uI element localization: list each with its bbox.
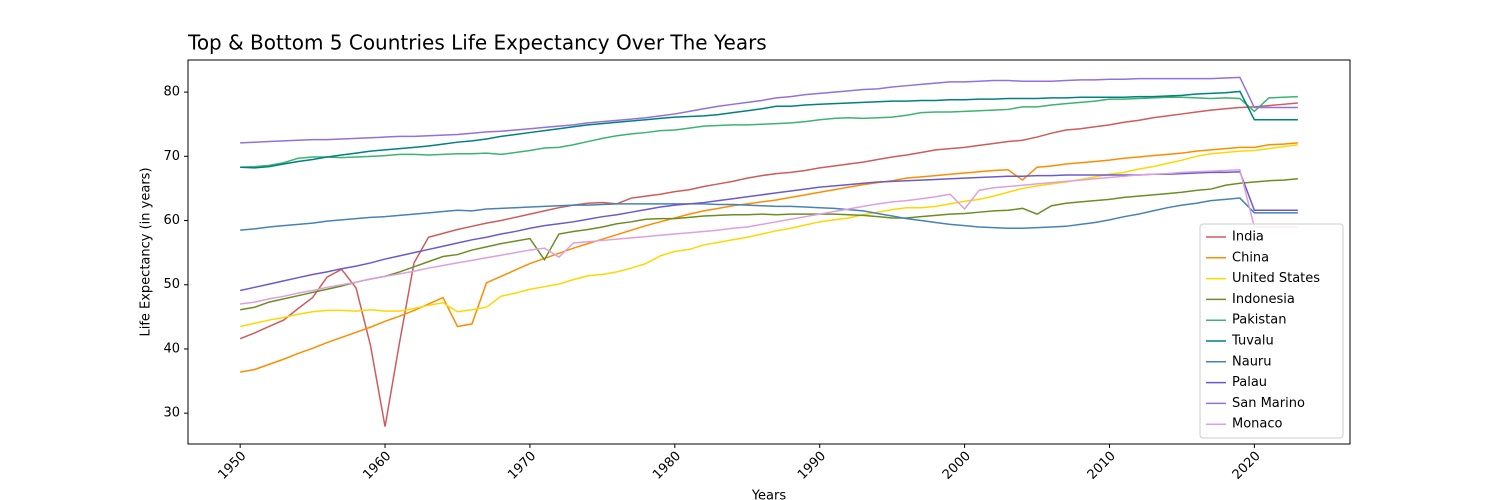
- x-tick-label: 1950: [215, 449, 249, 483]
- x-tick-label: 2000: [940, 449, 974, 483]
- y-tick-label: 80: [163, 85, 180, 100]
- x-tick-label: 2010: [1085, 449, 1119, 483]
- series-line: [240, 142, 1298, 373]
- series-line: [240, 76, 1298, 144]
- chart-title: Top & Bottom 5 Countries Life Expectancy…: [187, 31, 767, 55]
- legend-label: India: [1232, 230, 1264, 245]
- legend: India China United States Indonesia Pakistan…: [1199, 223, 1344, 439]
- y-tick-label: 50: [163, 277, 180, 292]
- series-line: [240, 90, 1298, 169]
- series-line: [240, 197, 1298, 231]
- x-tick-label: 2020: [1230, 449, 1264, 483]
- legend-label: Pakistan: [1232, 313, 1286, 328]
- series-line: [239, 170, 1298, 292]
- y-axis-label: Life Expectancy (in years): [139, 167, 154, 336]
- series-line: [240, 178, 1298, 311]
- legend-label: Palau: [1232, 375, 1267, 390]
- x-tick-label: 1970: [505, 449, 539, 483]
- legend-label: Nauru: [1232, 354, 1272, 369]
- legend-label: Tuvalu: [1231, 334, 1274, 349]
- series-line: [239, 102, 1298, 427]
- y-tick-label: 70: [163, 149, 180, 164]
- series-line: [239, 144, 1298, 328]
- y-tick-label: 30: [163, 406, 180, 421]
- legend-label: United States: [1232, 271, 1320, 286]
- x-tick-label: 1990: [795, 449, 829, 483]
- x-tick-label: 1960: [360, 449, 394, 483]
- plot-frame: [187, 59, 1351, 445]
- x-tick-label: 1980: [650, 449, 684, 483]
- legend-box: [1199, 223, 1344, 439]
- series-line: [240, 169, 1298, 305]
- y-tick-label: 60: [163, 213, 180, 228]
- legend-label: San Marino: [1232, 396, 1305, 411]
- legend-label: China: [1232, 250, 1269, 265]
- x-axis-label: Years: [751, 489, 787, 500]
- y-tick-label: 40: [163, 341, 180, 356]
- series-line: [240, 95, 1298, 168]
- legend-label: Monaco: [1232, 417, 1283, 432]
- legend-label: Indonesia: [1232, 292, 1295, 307]
